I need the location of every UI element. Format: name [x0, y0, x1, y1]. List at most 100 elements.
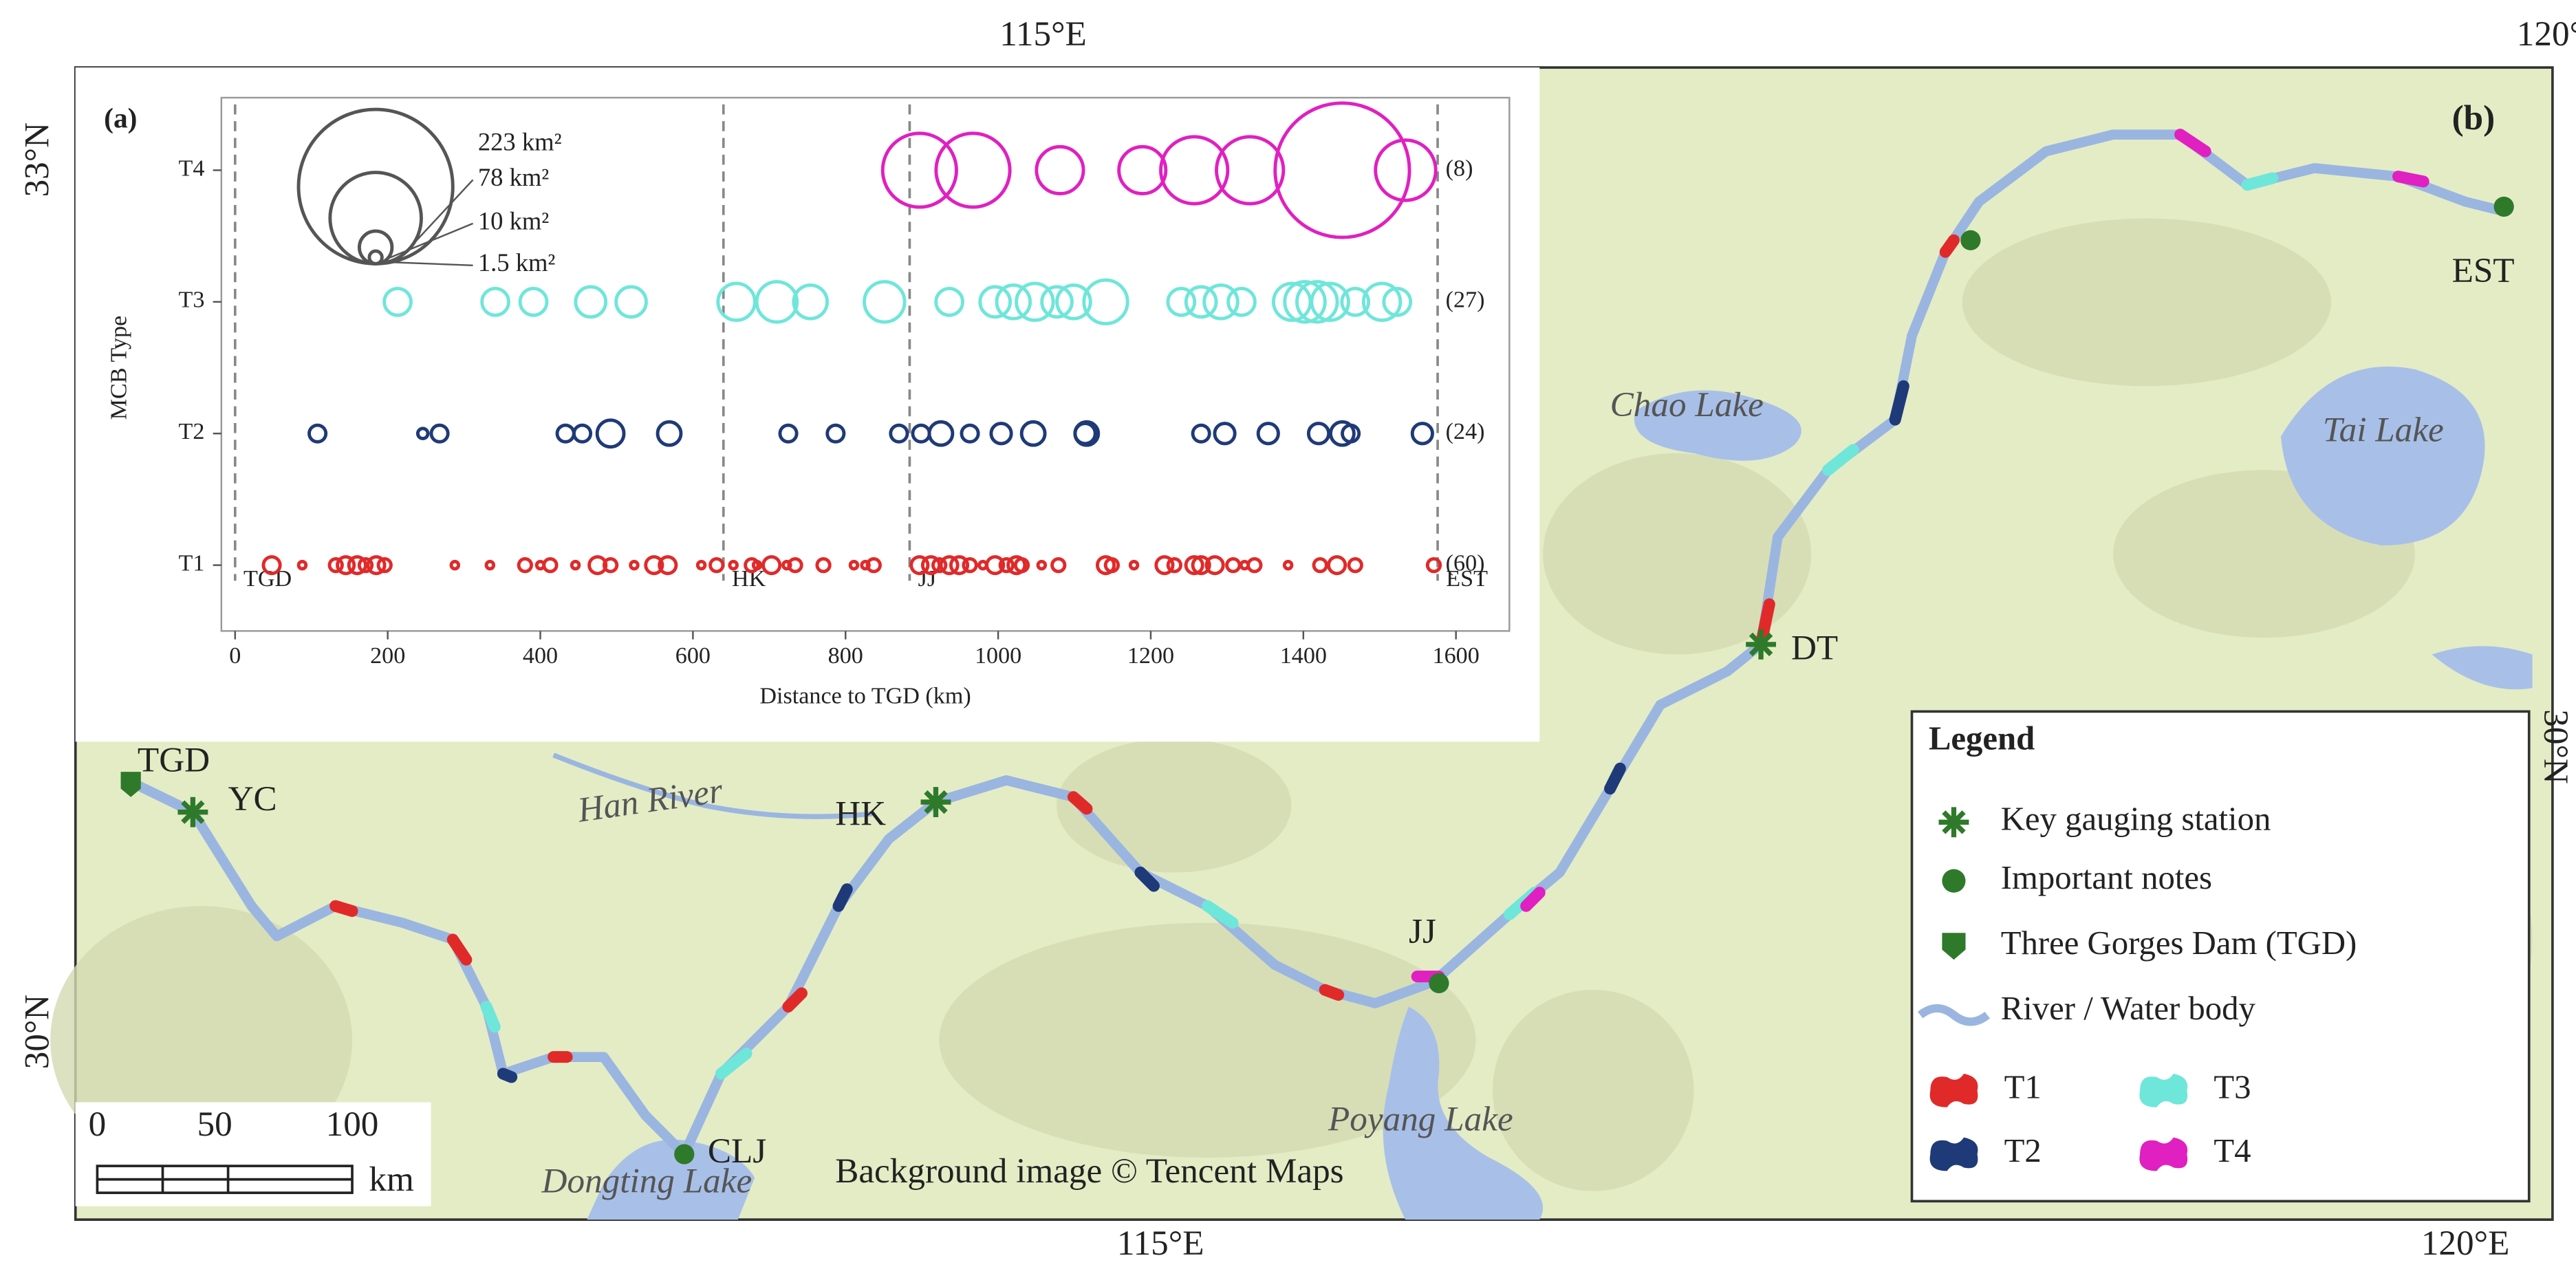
bubble: [1425, 557, 1442, 574]
legend-symbol: [1938, 807, 1969, 838]
bubble: [1215, 135, 1286, 206]
legend-swatch: [1929, 1137, 1978, 1171]
bubble: [415, 426, 430, 441]
bubble: [927, 420, 955, 447]
bubble: [989, 422, 1013, 446]
bubble: [1184, 555, 1204, 576]
legend-label: T1: [2004, 1069, 2042, 1106]
x-tick-label: 1400: [1280, 643, 1327, 669]
bubble: [716, 281, 757, 323]
legend-label: Key gauging station: [2001, 800, 2271, 837]
bubble: [931, 557, 948, 574]
scale-box: [75, 1102, 431, 1206]
legend-label: Important notes: [2001, 859, 2212, 896]
bubble-chart: (a) 0 200 400 600 800 1000 1200 1400 1600 Distance…: [104, 96, 1511, 709]
bubble: [595, 418, 626, 449]
bubble: [1082, 278, 1129, 325]
bubble: [778, 423, 799, 444]
bubble: [728, 559, 739, 571]
size-legend-label: 1.5 km²: [478, 248, 556, 277]
y-tick-label: T2: [179, 419, 205, 444]
bubble: [865, 557, 882, 574]
bubble: [1312, 557, 1328, 574]
bubble: [1410, 422, 1434, 446]
size-legend-label: 10 km²: [478, 206, 549, 235]
bubble: [985, 555, 1006, 576]
scale-unit: km: [369, 1160, 414, 1199]
bubble: [995, 283, 1032, 321]
bubble: [517, 557, 533, 574]
bubble: [296, 559, 308, 571]
x-tick-label: 1600: [1433, 643, 1480, 669]
bubble: [1256, 422, 1280, 446]
lat-label: 33°N: [17, 122, 56, 197]
bubble: [1327, 555, 1347, 576]
type-legend: T1 T2 T3 T4: [1929, 1069, 2251, 1171]
bubble: [1295, 280, 1339, 324]
bubble: [1184, 285, 1218, 319]
x-tick-label: 200: [370, 643, 405, 669]
x-tick-label: 0: [229, 643, 241, 669]
lon-label: 120°E: [2517, 14, 2576, 54]
marker-label: EST: [1446, 566, 1488, 592]
bubble: [1226, 286, 1257, 317]
legend-label: Three Gorges Dam (TGD): [2001, 924, 2357, 962]
bubble: [1382, 286, 1413, 317]
scale-label: 50: [197, 1105, 232, 1144]
bubble: [347, 555, 367, 576]
bubble: [327, 557, 344, 574]
x-tick-label: 400: [523, 643, 558, 669]
y-tick-label: T1: [179, 550, 205, 576]
bubble: [429, 423, 450, 444]
legend-symbol: [1942, 869, 1966, 893]
water-label: Chao Lake: [1610, 385, 1764, 424]
legend-label: T2: [2004, 1132, 2042, 1169]
y-axis-label: MCB Type: [106, 316, 131, 420]
y-tick-label: T4: [179, 155, 205, 181]
bubble: [792, 283, 829, 321]
bubble: [1328, 420, 1356, 447]
important-points: [120, 196, 2514, 1165]
bubble: [376, 557, 393, 574]
bubble: [484, 559, 496, 571]
bubble: [602, 557, 619, 574]
lon-label: 120°E: [2421, 1224, 2510, 1263]
legend-title: Legend: [1929, 719, 2035, 757]
y-tick-label: T3: [179, 288, 205, 313]
bubble: [614, 285, 648, 319]
bubble: [1013, 557, 1030, 574]
station-label: CLJ: [708, 1131, 766, 1171]
bubble: [1103, 557, 1121, 574]
bubble: [1246, 557, 1263, 574]
bubble: [1204, 555, 1225, 576]
bubble: [815, 557, 832, 574]
bubble: [1040, 285, 1074, 319]
gauging-stations: [177, 629, 1777, 827]
bubble: [825, 423, 846, 444]
lat-label: 30°N: [17, 995, 56, 1070]
scale-bar: [96, 1165, 354, 1194]
legend-symbol: [1917, 1004, 1991, 1026]
water-bodies: [587, 366, 2533, 1220]
bubble: [934, 131, 1012, 209]
bubble: [1282, 559, 1294, 571]
lat-label: 30°N: [2536, 709, 2575, 784]
bubble: [1117, 144, 1168, 195]
bubble: [1128, 559, 1140, 571]
size-legend-circle: [367, 249, 384, 266]
bubble: [1055, 283, 1092, 321]
bubble: [1015, 281, 1055, 323]
bubble: [1154, 555, 1175, 576]
bubble: [1347, 557, 1363, 574]
mcb-segments: [329, 129, 2429, 1083]
x-tick-label: 1000: [975, 643, 1021, 669]
bubble: [357, 557, 374, 574]
legend-label: T4: [2214, 1132, 2251, 1169]
bubble: [1273, 101, 1411, 239]
bubble: [1374, 138, 1438, 202]
bubble: [998, 557, 1015, 574]
bubble: [1035, 144, 1085, 195]
bubble: [761, 555, 782, 576]
bubble: [1191, 555, 1211, 576]
